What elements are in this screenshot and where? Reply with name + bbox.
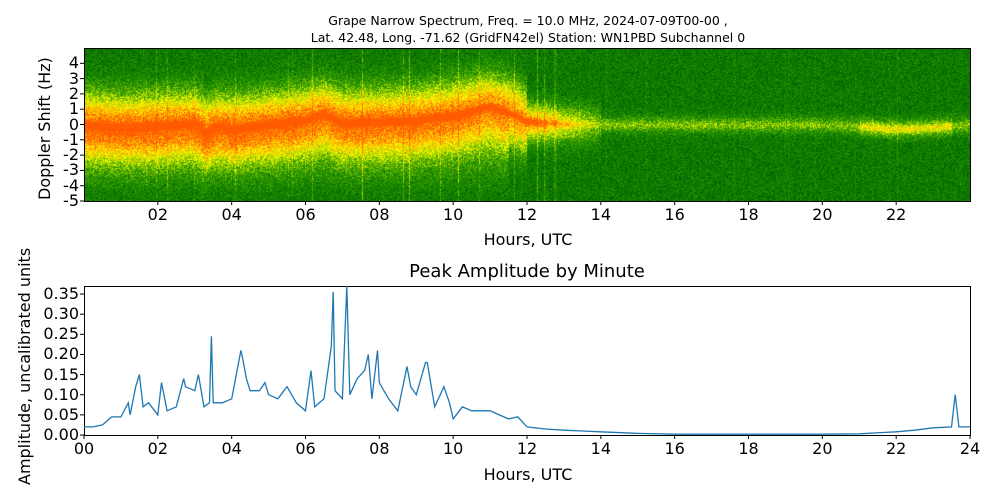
- spectrogram-y-tick-label: 4: [68, 53, 79, 73]
- spectrogram-heatmap: [84, 48, 970, 201]
- amplitude-x-tick-label: 06: [295, 439, 316, 458]
- spectrogram-x-tick-label: 16: [664, 205, 685, 224]
- amplitude-x-tick-label: 04: [221, 439, 242, 458]
- amplitude-x-tick-label: 10: [442, 439, 464, 458]
- figure-title-line2: Lat. 42.48, Long. -71.62 (GridFN42el) St…: [310, 30, 746, 45]
- spectrogram-x-tick-label: 04: [221, 205, 242, 224]
- amplitude-x-tick-label: 14: [590, 439, 611, 458]
- amplitude-y-tick-label: 0.05: [43, 404, 79, 424]
- amplitude-x-tick-label: 16: [664, 439, 685, 458]
- amplitude-plot-frame: [84, 286, 971, 436]
- amplitude-x-tick-label: 00: [73, 439, 95, 458]
- spectrogram-x-tick-label: 18: [738, 205, 759, 224]
- spectrogram-y-tick-label: -3: [63, 160, 79, 180]
- amplitude-y-tick-label: 0.20: [43, 344, 79, 364]
- amplitude-x-tick-label: 02: [147, 439, 168, 458]
- amplitude-x-tick-label: 12: [516, 439, 538, 458]
- amplitude-y-tick-label: 0.30: [43, 304, 79, 324]
- figure-title-line1: Grape Narrow Spectrum, Freq. = 10.0 MHz,…: [328, 13, 728, 28]
- amplitude-y-tick-label: 0.00: [43, 425, 79, 444]
- spectrogram-x-tick-label: 08: [369, 205, 390, 224]
- spectrogram-x-tick-label: 14: [590, 205, 611, 224]
- spectrogram-x-tick-label: 06: [295, 205, 316, 224]
- amplitude-x-tick-label: 24: [959, 439, 981, 458]
- spectrogram-x-tick-label: 10: [442, 205, 464, 224]
- spectrogram-y-tick-label: 0: [68, 114, 79, 134]
- amplitude-y-label: Amplitude, uncalibrated units: [15, 247, 34, 485]
- amplitude-x-tick-label: 20: [812, 439, 833, 458]
- spectrogram-y-tick-label: -1: [63, 129, 79, 149]
- amplitude-y-tick-label: 0.15: [43, 364, 79, 384]
- amplitude-y-tick-label: 0.25: [43, 324, 79, 344]
- spectrogram-y-tick-label: -4: [63, 175, 79, 195]
- spectrogram-y-tick-label: 1: [68, 99, 79, 119]
- spectrogram-y-tick-label: -2: [63, 145, 79, 165]
- spectrogram-y-label: Doppler Shift (Hz): [35, 57, 54, 200]
- spectrogram-frame: [84, 48, 971, 202]
- amplitude-x-tick-label: 18: [738, 439, 759, 458]
- amplitude-y-tick-label: 0.35: [43, 284, 79, 304]
- spectrogram-y-tick-label: -5: [63, 191, 79, 210]
- spectrogram-x-tick-label: 22: [885, 205, 907, 224]
- amplitude-x-tick-label: 22: [885, 439, 907, 458]
- amplitude-y-tick-label: 0.10: [43, 384, 79, 404]
- amplitude-title: Peak Amplitude by Minute: [409, 261, 645, 282]
- spectrogram-x-tick-label: 02: [147, 205, 168, 224]
- amplitude-series-line: [84, 285, 970, 435]
- amplitude-x-label: Hours, UTC: [483, 465, 573, 484]
- spectrogram-x-label: Hours, UTC: [483, 230, 573, 249]
- spectrogram-x-tick-label: 12: [516, 205, 538, 224]
- amplitude-x-tick-label: 08: [369, 439, 390, 458]
- spectrogram-x-tick-label: 20: [812, 205, 833, 224]
- spectrogram-y-tick-label: 3: [68, 68, 79, 88]
- spectrogram-y-tick-label: 2: [68, 83, 79, 103]
